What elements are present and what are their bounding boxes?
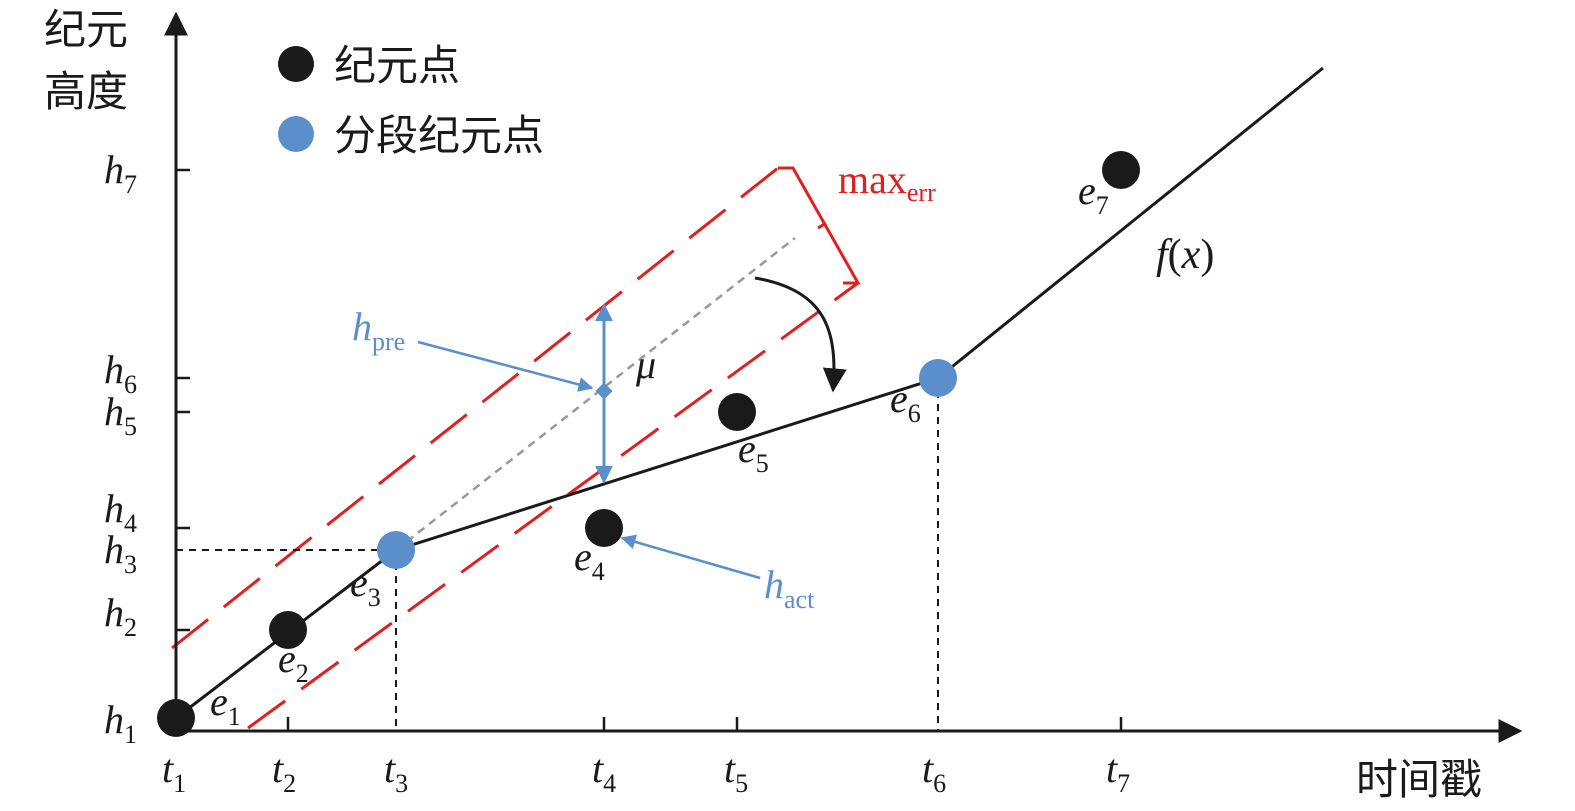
epoch-point-e2 — [269, 611, 307, 649]
epoch-points — [157, 151, 1140, 737]
epoch-point-e5 — [718, 393, 756, 431]
y-tick-label: h1 — [104, 697, 137, 749]
point-label-e1: e1 — [210, 679, 241, 731]
fitted-function-line — [175, 66, 1324, 720]
max-err-bracket — [778, 166, 861, 285]
segment-point-e3 — [377, 531, 415, 569]
x-tick-label: t5 — [724, 746, 748, 798]
h-pre-marker — [595, 382, 613, 400]
x-tick-label: t6 — [922, 746, 946, 798]
x-tick-label: t2 — [272, 746, 296, 798]
error-band-lower — [247, 281, 859, 730]
y-tick-label: h2 — [104, 590, 137, 642]
segment-point-e6 — [919, 359, 957, 397]
max-err-label: maxerr — [838, 157, 936, 207]
legend-black-dot — [278, 46, 314, 82]
y-axis-title-line1: 纪元 — [44, 5, 128, 54]
legend-blue-label: 分段纪元点 — [334, 111, 544, 160]
point-label-e5: e5 — [738, 426, 769, 478]
h-pre-label: hpre — [352, 304, 405, 356]
rotation-arrow — [754, 276, 847, 393]
x-tick-label: t1 — [162, 746, 186, 798]
x-tick-label: t7 — [1106, 746, 1130, 798]
point-labels: e1 e2 e3 e4 e5 e6 e7 — [210, 168, 1109, 731]
h-act-arrow — [620, 534, 761, 580]
h-act-label: hact — [764, 562, 815, 614]
error-band — [171, 166, 859, 730]
x-axis-title: 时间戳 — [1356, 755, 1482, 804]
legend-black-label: 纪元点 — [334, 41, 460, 90]
y-tick-labels: h7 h6 h5 h4 h3 h2 h1 — [104, 147, 137, 749]
axes — [164, 11, 1523, 743]
point-label-e4: e4 — [574, 534, 605, 586]
y-tick-label: h7 — [104, 147, 137, 199]
guide-lines — [176, 378, 939, 731]
epoch-point-e7 — [1102, 151, 1140, 189]
legend-blue-dot — [278, 116, 314, 152]
x-tick-label: t3 — [384, 746, 408, 798]
point-label-e2: e2 — [278, 636, 309, 688]
fx-label: f(x) — [1156, 232, 1214, 278]
x-tick-label: t4 — [592, 746, 616, 798]
x-tick-labels: t1 t2 t3 t4 t5 t6 t7 — [162, 746, 1130, 798]
y-tick-label: h4 — [104, 486, 137, 538]
point-label-e3: e3 — [350, 560, 381, 612]
epoch-point-e1 — [157, 699, 195, 737]
y-axis-title-line2: 高度 — [44, 67, 128, 116]
y-tick-label: h5 — [104, 389, 137, 441]
x-tick-marks — [286, 717, 1123, 731]
mu-label: μ — [635, 342, 656, 387]
point-label-e7: e7 — [1078, 168, 1109, 220]
legend: 纪元点 分段纪元点 — [278, 41, 544, 160]
y-tick-label: h6 — [104, 347, 137, 399]
y-tick-marks — [176, 168, 190, 632]
epoch-point-e4 — [585, 509, 623, 547]
y-tick-label: h3 — [104, 527, 137, 579]
point-label-e6: e6 — [890, 376, 921, 428]
predicted-line — [395, 237, 796, 551]
h-pre-arrow — [417, 340, 594, 392]
